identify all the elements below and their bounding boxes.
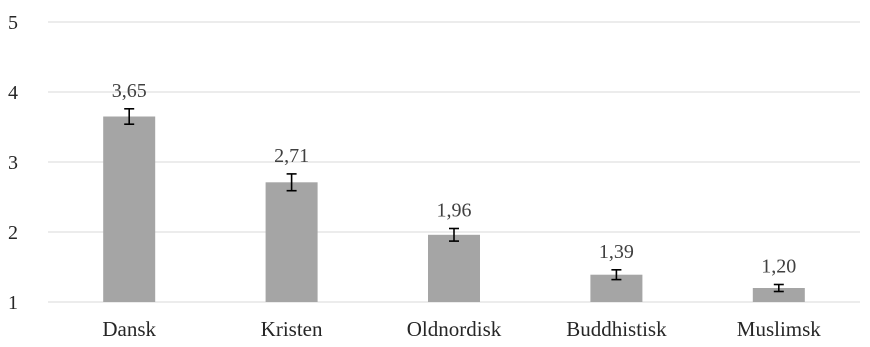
category-label: Dansk — [102, 317, 156, 341]
category-label: Oldnordisk — [407, 317, 502, 341]
bar-dansk — [103, 116, 156, 302]
y-tick-label: 4 — [8, 82, 18, 104]
category-label: Kristen — [261, 317, 323, 341]
bar-oldnordisk — [428, 234, 480, 302]
y-tick-label: 2 — [8, 222, 18, 244]
bar-muslimsk — [752, 288, 805, 302]
data-label: 3,65 — [112, 80, 147, 102]
category-label: Muslimsk — [737, 317, 822, 341]
data-label: 2,71 — [274, 145, 309, 167]
category-label: Buddhistisk — [566, 317, 667, 341]
data-label: 1,96 — [437, 200, 472, 222]
bar-kristen — [265, 182, 318, 302]
data-label: 1,39 — [599, 241, 634, 263]
y-tick-label: 3 — [8, 152, 18, 174]
y-tick-label: 1 — [8, 292, 18, 314]
y-tick-label: 5 — [8, 12, 18, 34]
data-label: 1,20 — [761, 256, 796, 278]
